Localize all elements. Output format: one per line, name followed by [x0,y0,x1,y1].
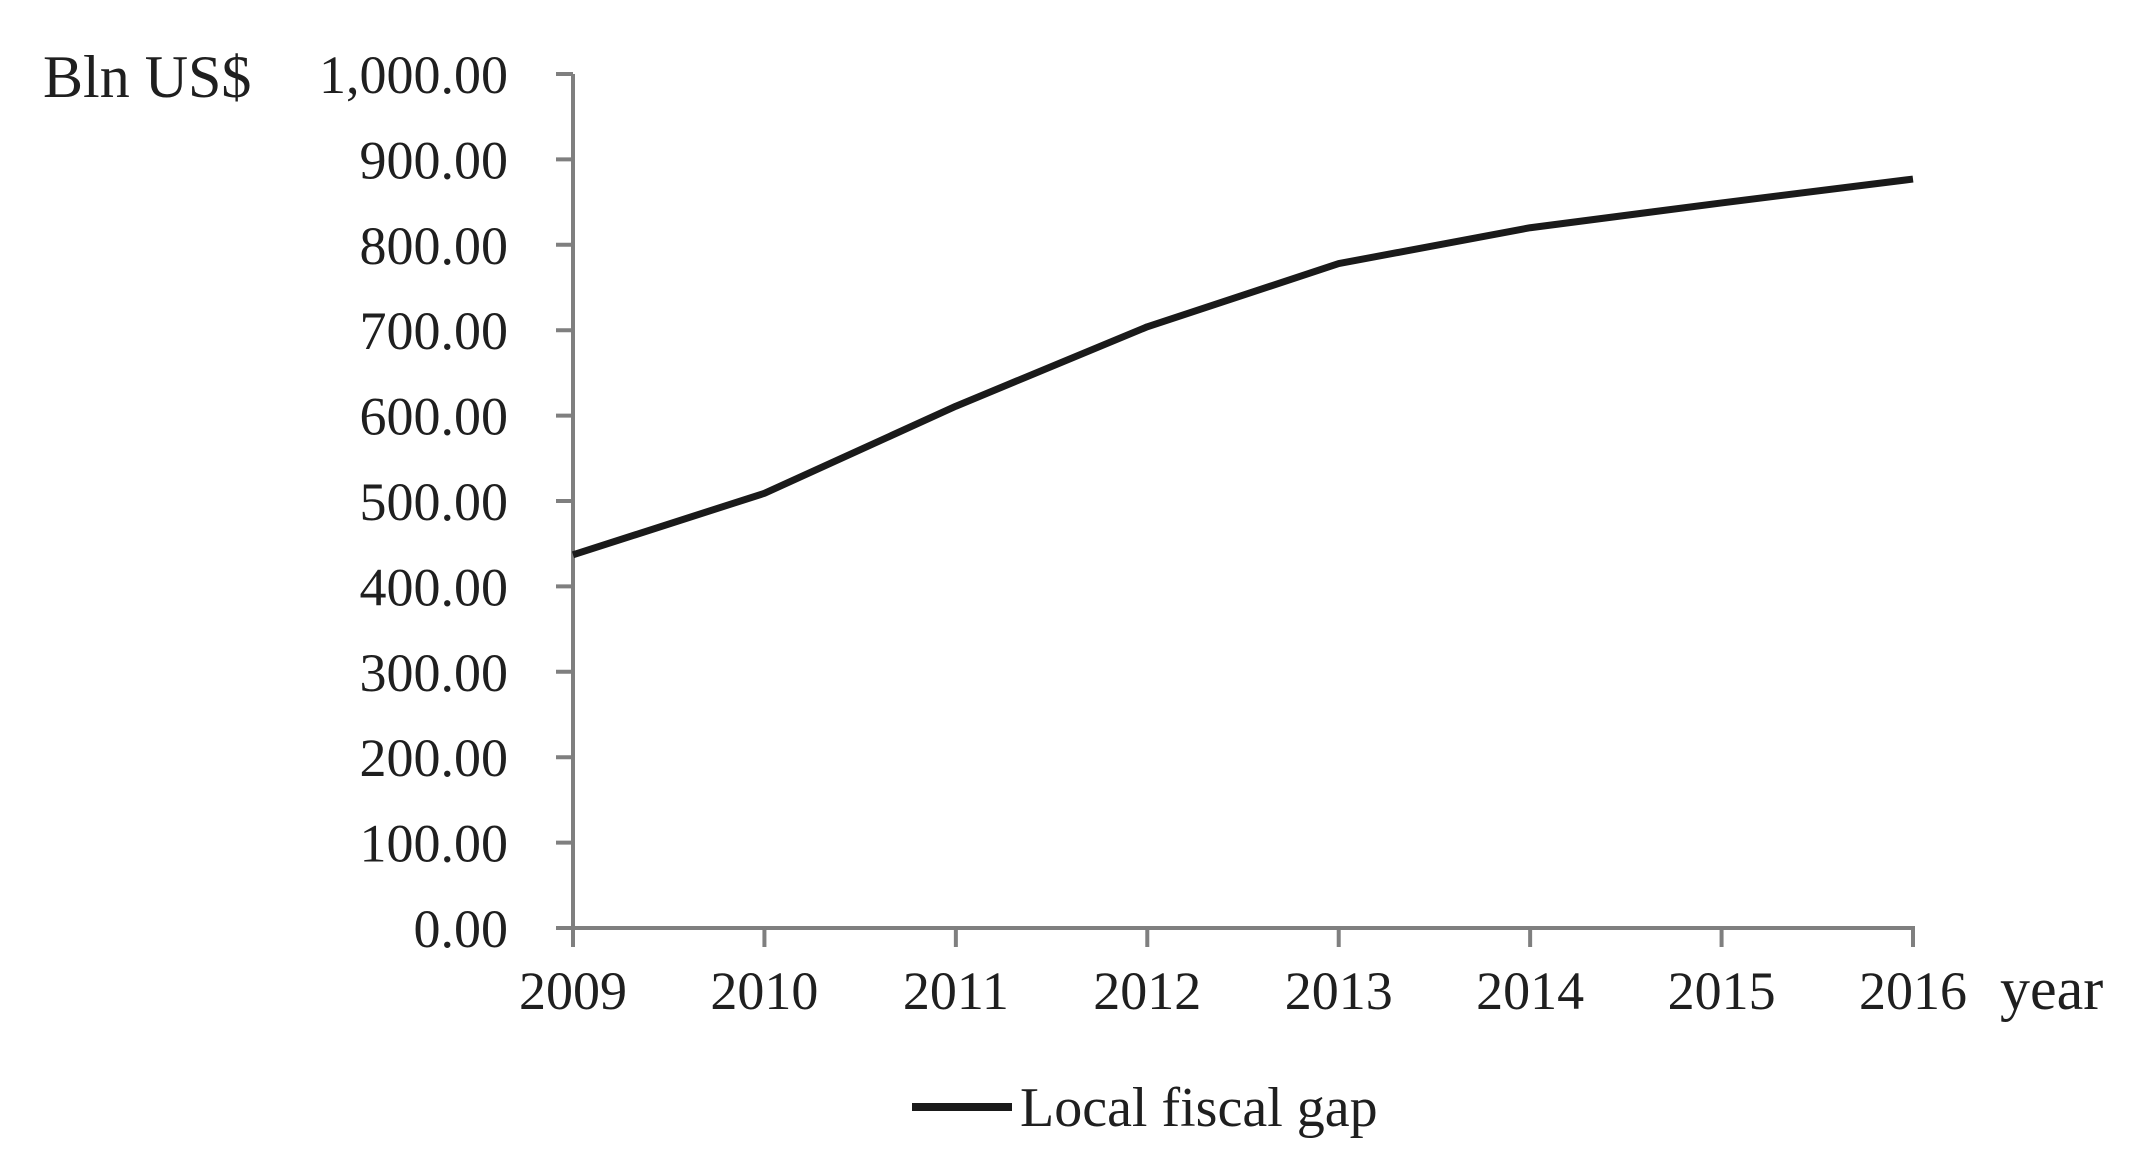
y-axis-tick-label: 0.00 [414,899,509,959]
y-axis-tick-label: 1,000.00 [319,45,508,105]
x-axis-unit-label: year [2000,956,2103,1022]
x-axis-tick-label: 2009 [519,961,627,1021]
y-axis-tick-label: 400.00 [360,557,509,617]
y-axis-tick-label: 300.00 [360,643,509,703]
y-axis-tick-label: 100.00 [360,814,509,874]
y-axis-tick-label: 500.00 [360,472,509,532]
y-axis-tick-label: 600.00 [360,387,509,447]
y-axis-tick-label: 700.00 [360,301,509,361]
x-axis: 2009 2010 2011 2012 2013 2014 2015 2016 [519,928,1967,1021]
x-axis-tick-label: 2014 [1476,961,1584,1021]
x-axis-tick-label: 2010 [710,961,818,1021]
x-axis-tick-label: 2015 [1668,961,1776,1021]
legend: Local fiscal gap [912,1077,1378,1139]
x-axis-tick-label: 2011 [903,961,1009,1021]
x-axis-tick-label: 2016 [1859,961,1967,1021]
legend-label: Local fiscal gap [1020,1077,1378,1139]
series-line-local-fiscal-gap [571,175,1914,559]
x-axis-tick-label: 2012 [1093,961,1201,1021]
y-axis-tick-label: 800.00 [360,216,509,276]
y-axis-unit-label: Bln US$ [43,44,251,110]
x-axis-tick-label: 2013 [1285,961,1393,1021]
y-axis-tick-label: 200.00 [360,728,509,788]
y-axis: 0.00 100.00 200.00 300.00 400.00 500.00 600.00… [319,45,573,959]
y-axis-tick-label: 900.00 [360,130,509,190]
